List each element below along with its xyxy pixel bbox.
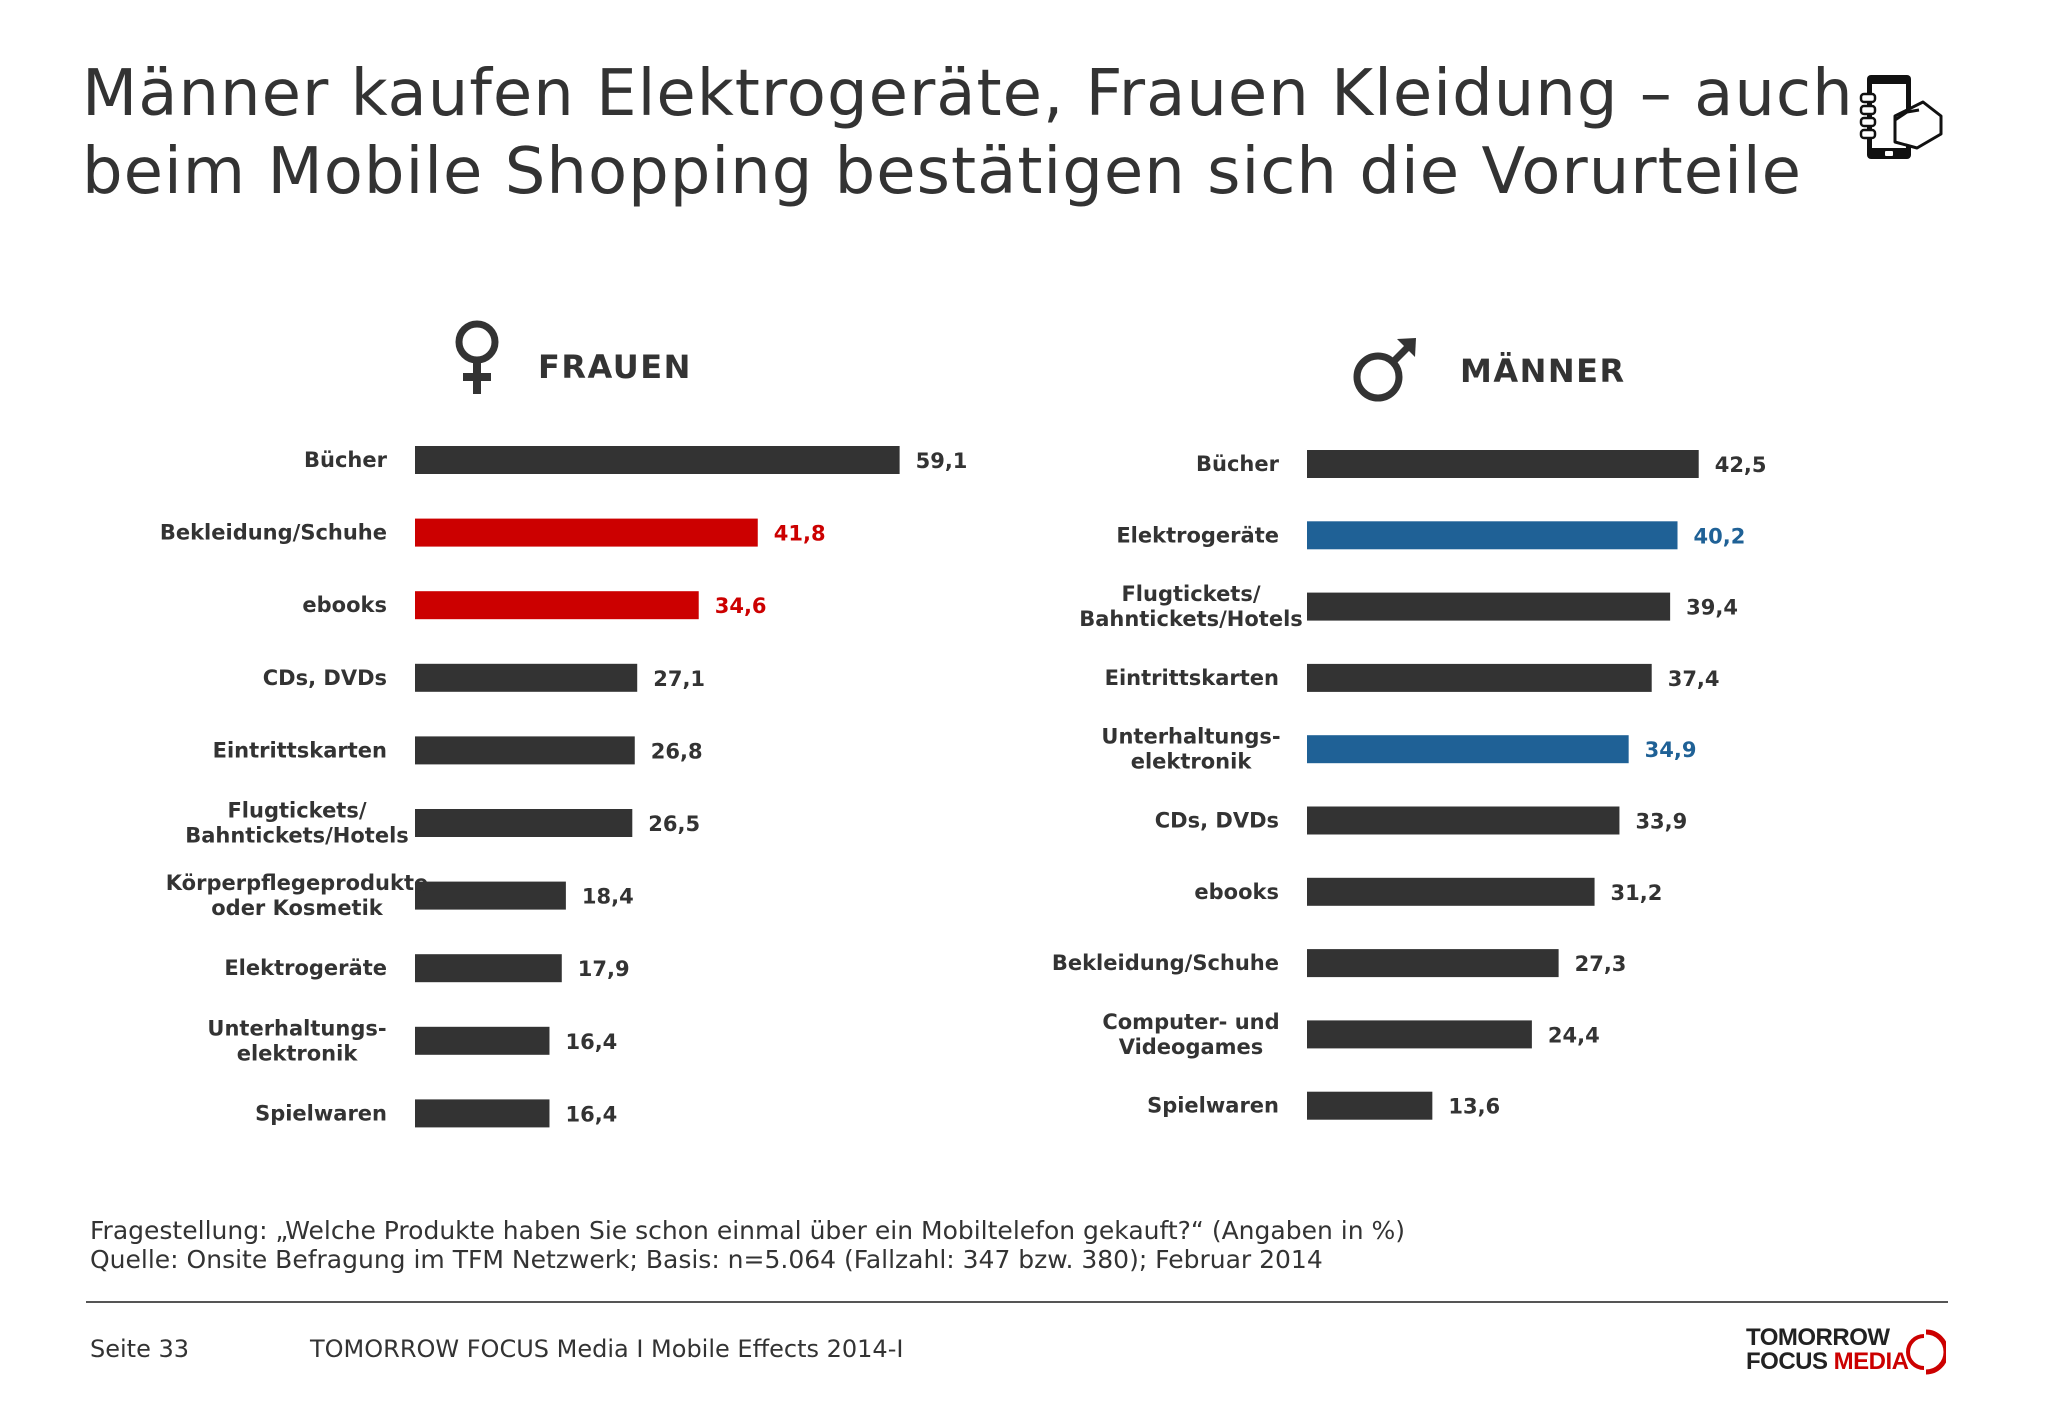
bar [415, 954, 562, 983]
value-label: 26,5 [648, 812, 700, 836]
category-label: Unterhaltungs-elektronik [207, 1016, 386, 1065]
category-label: Körperpflegeprodukte oder Kosmetik [166, 871, 428, 920]
bar [415, 736, 635, 765]
bar [415, 1026, 550, 1055]
bar [1307, 663, 1652, 692]
value-label: 37,4 [1668, 667, 1720, 691]
value-label: 16,4 [565, 1030, 617, 1054]
value-label: 41,8 [774, 522, 826, 546]
logo-arc-icon [1906, 1329, 1946, 1375]
bar [1307, 877, 1595, 906]
category-label: Bekleidung/Schuhe [1052, 951, 1279, 975]
value-label: 17,9 [578, 957, 630, 981]
category-label: Bücher [1196, 452, 1280, 476]
category-label: Bücher [304, 448, 388, 472]
bar [415, 809, 633, 837]
value-label: 39,4 [1686, 596, 1738, 620]
category-label: Eintrittskarten [1105, 666, 1279, 690]
value-label: 33,9 [1635, 810, 1687, 834]
survey-notes: Fragestellung: „Welche Produkte haben Si… [90, 1216, 1405, 1274]
value-label: 34,9 [1645, 738, 1697, 762]
title-line-1: Männer kaufen Elektrogeräte, Frauen Klei… [82, 57, 1854, 131]
logo-line-1: TOMORROW [1746, 1324, 1890, 1351]
bar [415, 446, 900, 474]
publication-info: TOMORROW FOCUS Media I Mobile Effects 20… [310, 1335, 904, 1363]
logo-focus: FOCUS [1746, 1348, 1834, 1375]
category-label: Elektrogeräte [224, 956, 387, 980]
category-label: Unterhaltungs-elektronik [1101, 725, 1280, 774]
title-line-2: beim Mobile Shopping bestätigen sich die… [82, 135, 1802, 209]
bar [1307, 1020, 1532, 1049]
category-label: Bekleidung/Schuhe [160, 521, 387, 545]
value-label: 18,4 [582, 885, 634, 909]
chart-title-frauen: FRAUEN [538, 348, 692, 386]
category-label: Flugtickets/Bahntickets/Hotels [1079, 582, 1303, 631]
smartphone-hand-icon [1859, 75, 1943, 159]
category-label: ebooks [1194, 880, 1279, 904]
bar [1307, 806, 1620, 835]
survey-source: Quelle: Onsite Befragung im TFM Netzwerk… [90, 1245, 1323, 1274]
category-label: Spielwaren [1147, 1094, 1279, 1118]
category-label: Computer- und Videogames [1102, 1010, 1279, 1059]
footer-divider [86, 1301, 1948, 1303]
category-label: ebooks [302, 593, 387, 617]
value-label: 31,2 [1611, 881, 1663, 905]
logo-media: MEDIA [1833, 1348, 1909, 1375]
bar [1307, 735, 1629, 764]
female-symbol-icon [455, 320, 499, 394]
page-title: Männer kaufen Elektrogeräte, Frauen Klei… [82, 55, 1854, 211]
bar [1307, 592, 1671, 621]
bar [415, 518, 758, 547]
value-label: 59,1 [916, 449, 968, 473]
category-label: Spielwaren [255, 1101, 387, 1125]
bar [1307, 450, 1699, 478]
company-logo: TOMORROW FOCUS MEDIA [1746, 1326, 1956, 1378]
value-label: 27,3 [1575, 952, 1627, 976]
bar [1307, 1091, 1433, 1120]
category-label: CDs, DVDs [1155, 809, 1279, 833]
category-label: Flugtickets/Bahntickets/Hotels [185, 799, 409, 848]
bar [415, 663, 638, 692]
chart-title-maenner: MÄNNER [1460, 352, 1626, 390]
value-label: 34,6 [715, 594, 767, 618]
survey-question: Fragestellung: „Welche Produkte haben Si… [90, 1216, 1405, 1245]
bar [415, 591, 699, 620]
logo-line-2: FOCUS MEDIA [1746, 1350, 1909, 1374]
bar [1307, 521, 1678, 550]
value-label: 13,6 [1448, 1095, 1500, 1119]
value-label: 24,4 [1548, 1023, 1600, 1047]
value-label: 26,8 [651, 739, 703, 763]
category-label: CDs, DVDs [263, 666, 387, 690]
bar [1307, 949, 1559, 978]
value-label: 40,2 [1694, 524, 1746, 548]
value-label: 16,4 [565, 1102, 617, 1126]
bar [415, 1099, 550, 1128]
page-number: Seite 33 [90, 1335, 190, 1363]
category-label: Eintrittskarten [213, 738, 387, 762]
value-label: 42,5 [1715, 453, 1767, 477]
male-symbol-icon [1353, 338, 1416, 402]
bar [415, 881, 566, 910]
category-label: Elektrogeräte [1116, 523, 1279, 547]
value-label: 27,1 [653, 667, 705, 691]
